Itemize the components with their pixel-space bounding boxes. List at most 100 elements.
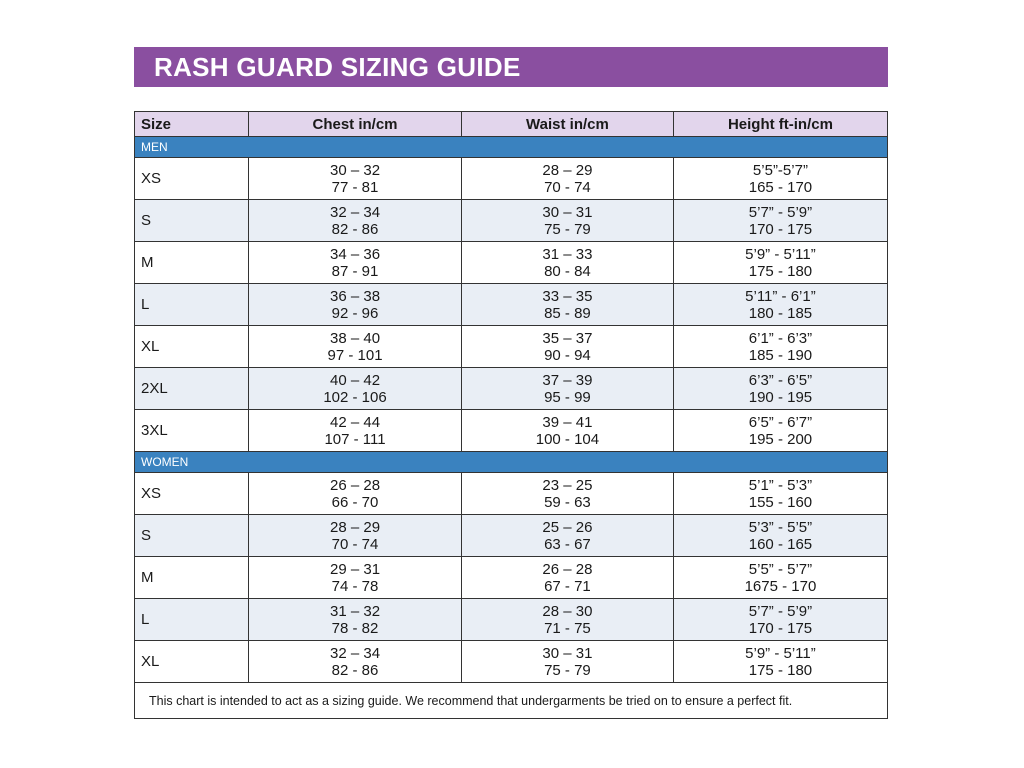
header-height: Height ft-in/cm bbox=[672, 111, 889, 137]
chest-cell: 36 – 38 92 - 96 bbox=[248, 283, 462, 326]
header-chest: Chest in/cm bbox=[248, 111, 462, 137]
chest-cell: 32 – 34 82 - 86 bbox=[248, 640, 462, 683]
chest-cell: 26 – 28 66 - 70 bbox=[248, 472, 462, 515]
height-cm: 170 - 175 bbox=[748, 619, 813, 637]
waist-cell: 30 – 31 75 - 79 bbox=[460, 199, 674, 242]
chest-cell: 28 – 29 70 - 74 bbox=[248, 514, 462, 557]
chest-cm: 107 - 111 bbox=[324, 430, 386, 448]
chest-cm: 70 - 74 bbox=[331, 535, 379, 553]
size-cell: M bbox=[133, 556, 250, 599]
chest-in: 40 – 42 bbox=[330, 371, 381, 389]
height-in: 5’5” - 5’7” bbox=[748, 560, 813, 578]
table-row: XL 32 – 34 82 - 86 30 – 31 75 - 79 5’9” - 5’1… bbox=[133, 640, 889, 683]
chest-cell: 29 – 31 74 - 78 bbox=[248, 556, 462, 599]
waist-cm: 95 - 99 bbox=[544, 388, 591, 406]
size-cell: S bbox=[133, 514, 250, 557]
height-cell: 5’9” - 5’11” 175 - 180 bbox=[672, 640, 889, 683]
height-cm: 170 - 175 bbox=[748, 220, 813, 238]
chest-cm: 78 - 82 bbox=[331, 619, 379, 637]
height-cm: 155 - 160 bbox=[748, 493, 813, 511]
waist-cm: 85 - 89 bbox=[544, 304, 591, 322]
height-cell: 5’1” - 5’3” 155 - 160 bbox=[672, 472, 889, 515]
height-in: 5’9” - 5’11” bbox=[745, 644, 816, 662]
height-in: 6’5” - 6’7” bbox=[748, 413, 813, 431]
height-cell: 5’11” - 6’1” 180 - 185 bbox=[672, 283, 889, 326]
header-size: Size bbox=[133, 111, 250, 137]
chest-in: 30 – 32 bbox=[330, 161, 381, 179]
waist-in: 39 – 41 bbox=[542, 413, 593, 431]
height-cm: 165 - 170 bbox=[748, 178, 813, 196]
chest-in: 32 – 34 bbox=[330, 644, 381, 662]
chest-cell: 32 – 34 82 - 86 bbox=[248, 199, 462, 242]
waist-cm: 71 - 75 bbox=[544, 619, 591, 637]
waist-in: 30 – 31 bbox=[542, 644, 593, 662]
size-cell: 3XL bbox=[133, 409, 250, 452]
height-in: 5’3” - 5’5” bbox=[748, 518, 813, 536]
waist-cell: 25 – 26 63 - 67 bbox=[460, 514, 674, 557]
height-cell: 5’5” - 5’7” 1675 - 170 bbox=[672, 556, 889, 599]
waist-cell: 23 – 25 59 - 63 bbox=[460, 472, 674, 515]
waist-cell: 39 – 41 100 - 104 bbox=[460, 409, 674, 452]
chest-cm: 97 - 101 bbox=[327, 346, 383, 364]
height-cm: 175 - 180 bbox=[748, 661, 813, 679]
height-cell: 6’1” - 6’3” 185 - 190 bbox=[672, 325, 889, 368]
height-cm: 195 - 200 bbox=[748, 430, 813, 448]
chest-cm: 82 - 86 bbox=[331, 661, 379, 679]
footer-note: This chart is intended to act as a sizin… bbox=[134, 682, 888, 719]
chest-in: 32 – 34 bbox=[330, 203, 381, 221]
waist-in: 28 – 30 bbox=[542, 602, 593, 620]
size-cell: S bbox=[133, 199, 250, 242]
size-cell: XS bbox=[133, 157, 250, 200]
waist-cm: 75 - 79 bbox=[544, 220, 591, 238]
waist-cell: 37 – 39 95 - 99 bbox=[460, 367, 674, 410]
chest-cell: 42 – 44 107 - 111 bbox=[248, 409, 462, 452]
table-row: L 36 – 38 92 - 96 33 – 35 85 - 89 5’11” - 6’1… bbox=[133, 283, 889, 326]
chest-in: 38 – 40 bbox=[330, 329, 381, 347]
table-row: 2XL 40 – 42 102 - 106 37 – 39 95 - 99 6’3” - … bbox=[133, 367, 889, 410]
header-waist: Waist in/cm bbox=[460, 111, 674, 137]
waist-cell: 31 – 33 80 - 84 bbox=[460, 241, 674, 284]
waist-in: 33 – 35 bbox=[542, 287, 593, 305]
section-label: WOMEN bbox=[134, 451, 888, 473]
table-row: XS 30 – 32 77 - 81 28 – 29 70 - 74 5’5”-5’7” 1… bbox=[133, 157, 889, 200]
waist-in: 37 – 39 bbox=[542, 371, 593, 389]
chest-cm: 102 - 106 bbox=[323, 388, 387, 406]
height-cm: 160 - 165 bbox=[748, 535, 813, 553]
page-title: RASH GUARD SIZING GUIDE bbox=[134, 47, 888, 87]
size-cell: XL bbox=[133, 325, 250, 368]
chest-in: 34 – 36 bbox=[330, 245, 381, 263]
waist-cell: 33 – 35 85 - 89 bbox=[460, 283, 674, 326]
table-row: M 29 – 31 74 - 78 26 – 28 67 - 71 5’5” - 5’7”… bbox=[133, 556, 889, 599]
waist-cm: 80 - 84 bbox=[544, 262, 591, 280]
height-cm: 175 - 180 bbox=[748, 262, 813, 280]
chest-cm: 77 - 81 bbox=[331, 178, 379, 196]
size-cell: M bbox=[133, 241, 250, 284]
chest-in: 36 – 38 bbox=[330, 287, 381, 305]
height-cell: 5’9” - 5’11” 175 - 180 bbox=[672, 241, 889, 284]
waist-cell: 28 – 29 70 - 74 bbox=[460, 157, 674, 200]
table-row: 3XL 42 – 44 107 - 111 39 – 41 100 - 104 6’5” … bbox=[133, 409, 889, 452]
header-row: Size Chest in/cm Waist in/cm Height ft-i… bbox=[133, 111, 889, 137]
section-row-women: WOMEN bbox=[134, 451, 888, 473]
table-row: L 31 – 32 78 - 82 28 – 30 71 - 75 5’7” - 5’9”… bbox=[133, 598, 889, 641]
height-in: 6’1” - 6’3” bbox=[748, 329, 813, 347]
height-cell: 6’5” - 6’7” 195 - 200 bbox=[672, 409, 889, 452]
height-in: 5’5”-5’7” bbox=[752, 161, 808, 179]
height-cm: 1675 - 170 bbox=[744, 577, 817, 595]
height-in: 5’11” - 6’1” bbox=[745, 287, 816, 305]
waist-cm: 63 - 67 bbox=[544, 535, 591, 553]
section-label: MEN bbox=[134, 136, 888, 158]
chest-cell: 30 – 32 77 - 81 bbox=[248, 157, 462, 200]
waist-in: 30 – 31 bbox=[542, 203, 593, 221]
chest-in: 26 – 28 bbox=[330, 476, 381, 494]
waist-in: 26 – 28 bbox=[542, 560, 593, 578]
size-cell: L bbox=[133, 283, 250, 326]
height-in: 5’7” - 5’9” bbox=[748, 203, 813, 221]
height-cm: 190 - 195 bbox=[748, 388, 813, 406]
table-row: XL 38 – 40 97 - 101 35 – 37 90 - 94 6’1” - 6’… bbox=[133, 325, 889, 368]
chest-cell: 31 – 32 78 - 82 bbox=[248, 598, 462, 641]
height-in: 5’9” - 5’11” bbox=[745, 245, 816, 263]
table-row: XS 26 – 28 66 - 70 23 – 25 59 - 63 5’1” - 5’3… bbox=[133, 472, 889, 515]
table-row: M 34 – 36 87 - 91 31 – 33 80 - 84 5’9” - 5’11… bbox=[133, 241, 889, 284]
chest-cm: 82 - 86 bbox=[331, 220, 379, 238]
